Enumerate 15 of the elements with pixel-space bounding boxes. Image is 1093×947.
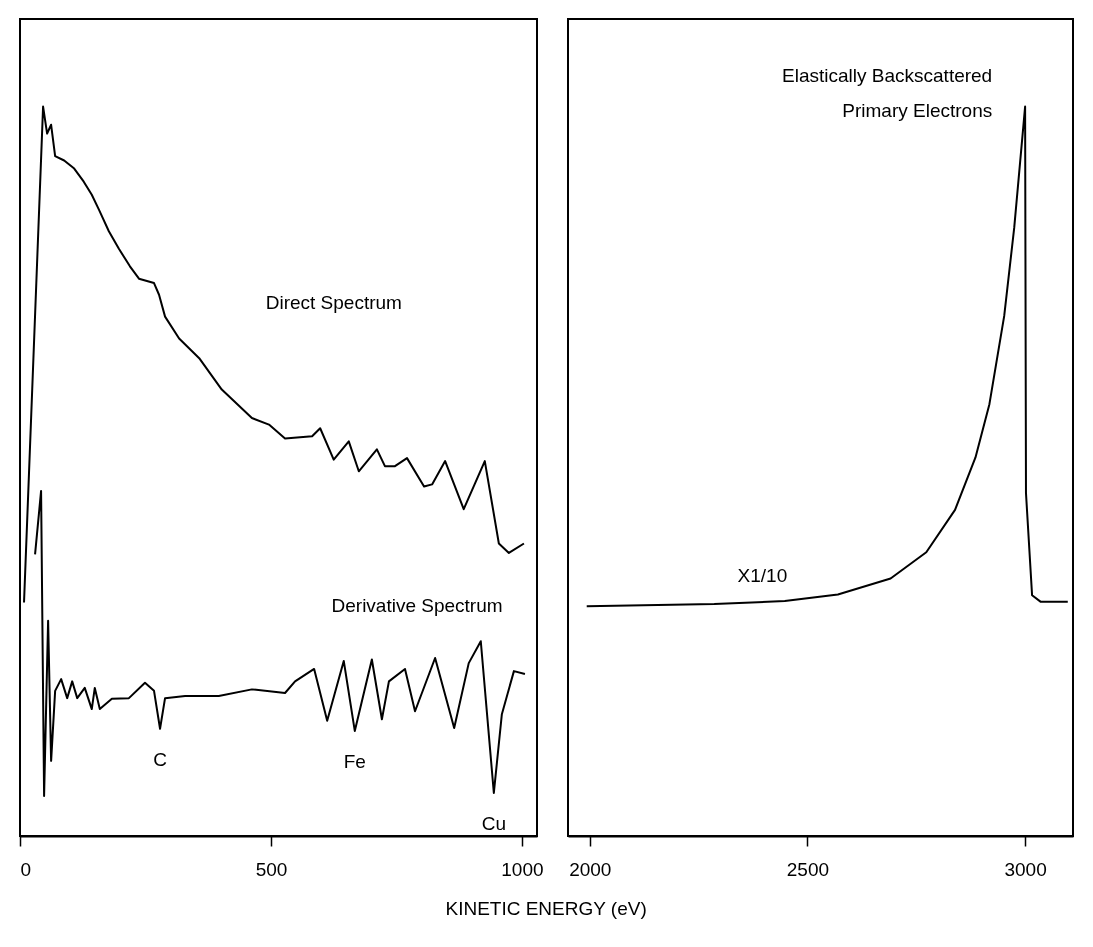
x-tick-label: 1000 xyxy=(501,858,544,880)
annotation: Direct Spectrum xyxy=(265,292,402,314)
annotation: Fe xyxy=(343,750,366,772)
annotation: Cu xyxy=(481,812,506,834)
x-tick-label: 2500 xyxy=(786,858,830,880)
x-tick-label: 3000 xyxy=(1004,858,1047,880)
annotation: Primary Electrons xyxy=(842,100,993,122)
x-tick-label: 0 xyxy=(20,858,32,880)
annotation: C xyxy=(153,748,167,770)
x-axis-title: KINETIC ENERGY (eV) xyxy=(445,898,647,919)
annotation: X1/10 xyxy=(737,565,788,587)
x-tick-label: 2000 xyxy=(569,858,612,880)
text: Elastically Backscattered xyxy=(782,65,993,87)
annotation: Derivative Spectrum xyxy=(331,594,503,616)
x-tick-label: 500 xyxy=(255,858,288,880)
